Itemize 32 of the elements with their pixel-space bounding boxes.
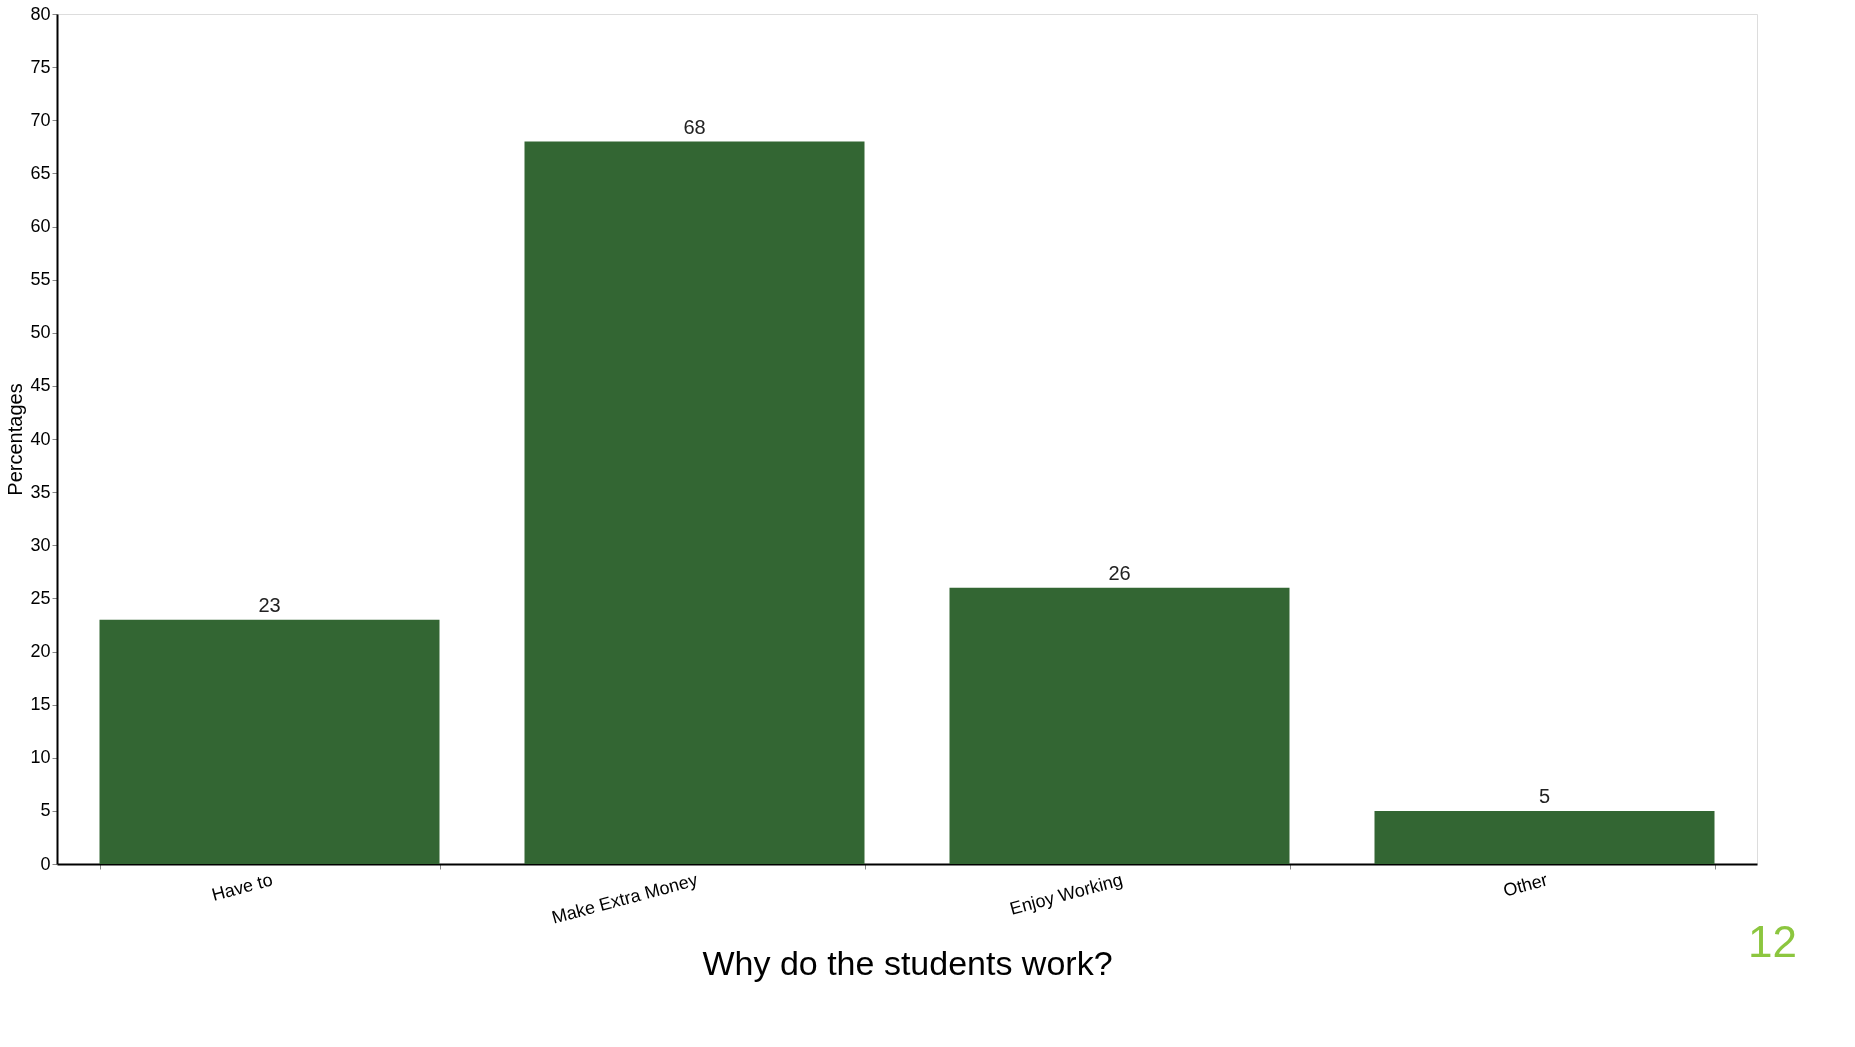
y-axis-title: Percentages: [4, 383, 27, 496]
y-tick-label: 30: [30, 534, 51, 555]
data-label: 68: [683, 115, 706, 138]
y-tick-label: 20: [30, 641, 51, 661]
y-tick-label: 10: [30, 747, 51, 768]
data-label: 23: [258, 593, 281, 616]
bar: [524, 141, 865, 864]
y-tick-label: 50: [30, 322, 51, 343]
data-label: 26: [1108, 561, 1131, 584]
y-tick-label: 40: [30, 428, 51, 449]
data-label: 5: [1538, 784, 1551, 807]
y-tick-label: 55: [30, 269, 51, 290]
y-tick-label: 15: [30, 694, 51, 715]
x-tick-label: Other: [1500, 869, 1550, 901]
x-axis-title: Why do the students work?: [702, 943, 1113, 982]
x-tick-label: Enjoy Working: [1007, 869, 1125, 919]
bar: [949, 587, 1290, 864]
y-tick-label: 65: [30, 162, 51, 183]
y-tick-label: 70: [30, 109, 51, 130]
y-tick-label: 45: [30, 375, 51, 396]
y-tick-label: 75: [30, 56, 51, 77]
y-tick-label: 35: [30, 481, 51, 502]
bar: [99, 619, 440, 864]
y-tick-label: 0: [40, 853, 51, 874]
y-tick-label: 25: [30, 587, 51, 608]
y-tick-label: 80: [30, 3, 51, 24]
x-tick-label: Have to: [209, 869, 275, 905]
text: 12: [1748, 917, 1797, 966]
y-tick-label: 5: [40, 800, 51, 821]
x-tick-label: Make Extra Money: [549, 869, 700, 928]
y-tick-label: 60: [30, 216, 51, 236]
bar: [1374, 810, 1715, 864]
